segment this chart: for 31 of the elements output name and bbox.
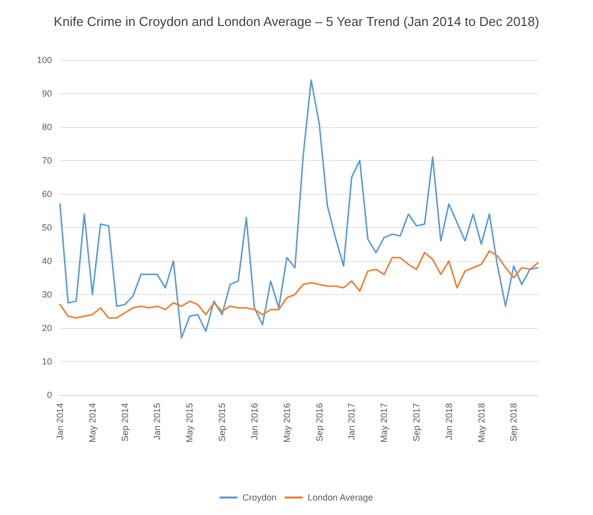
y-tick-label: 40 [42, 256, 52, 266]
chart-title: Knife Crime in Croydon and London Average – 5 Year Trend (Jan 2014 to Dec 2018) [54, 14, 540, 29]
x-tick-label: Sep 2014 [120, 403, 130, 442]
y-tick-label: 90 [42, 88, 52, 98]
x-tick-label: May 2014 [87, 403, 98, 443]
x-tick-label: May 2018 [476, 403, 486, 443]
x-tick-label: Jan 2015 [152, 403, 162, 440]
y-tick-label: 30 [42, 290, 52, 300]
y-tick-label: 100 [36, 55, 52, 65]
line-series [59, 250, 539, 319]
legend-label: Croydon [242, 492, 277, 502]
y-tick-label: 10 [42, 356, 52, 366]
y-tick-label: 50 [42, 222, 52, 232]
x-tick-label: Jan 2014 [55, 403, 65, 440]
legend-label: London Average [308, 492, 373, 502]
y-tick-label: 20 [42, 323, 52, 333]
x-tick-label: Jan 2018 [444, 403, 454, 440]
x-tick-label: Sep 2016 [314, 403, 324, 442]
x-tick-label: May 2017 [379, 403, 390, 443]
y-tick-label: 70 [42, 156, 52, 166]
y-tick-label: 60 [42, 189, 52, 199]
x-tick-label: Sep 2017 [411, 403, 422, 442]
x-tick-label: May 2016 [282, 403, 292, 443]
x-tick-label: May 2015 [184, 403, 195, 443]
y-tick-label: 80 [42, 122, 52, 132]
x-tick-label: Sep 2015 [217, 403, 228, 442]
y-tick-label: 0 [46, 390, 52, 400]
x-tick-label: Jan 2017 [346, 403, 357, 440]
x-tick-label: Sep 2018 [508, 403, 519, 442]
x-tick-label: Jan 2016 [249, 403, 260, 440]
line-series [59, 79, 539, 339]
